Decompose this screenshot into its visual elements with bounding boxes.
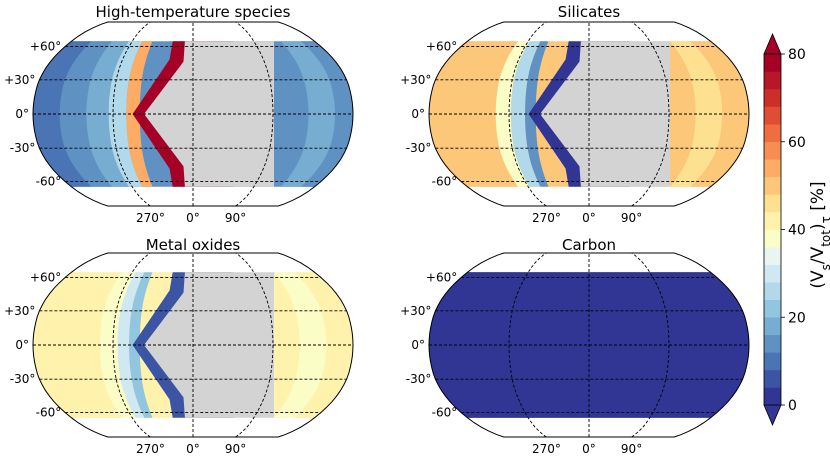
map-band [129, 272, 153, 418]
lat-tick-label: +60° [426, 39, 457, 53]
lon-tick-label: 90° [225, 211, 246, 225]
colorbar-tick-label: 0 [788, 398, 797, 414]
colorbar-segment [764, 317, 781, 336]
lon-tick-label: 90° [621, 442, 642, 456]
meridian [235, 22, 274, 206]
lat-tick-label: -30° [10, 372, 36, 386]
colorbar-tick-label: 40 [788, 223, 806, 239]
lat-tick-label: +60° [30, 270, 61, 284]
lat-tick-label: +60° [426, 270, 457, 284]
colorbar-extend-max [763, 32, 782, 55]
map-outline [428, 252, 750, 438]
nightside-edge [132, 272, 241, 418]
map-band [33, 41, 92, 187]
lat-tick-label: 0° [15, 107, 29, 121]
map-band [429, 41, 519, 187]
colorbar-segment [764, 106, 781, 125]
map-band [33, 272, 123, 418]
colorbar-segment [764, 229, 781, 248]
map-band [525, 41, 549, 187]
lat-tick-label: +30° [4, 304, 35, 318]
panel-title: Silicates [558, 3, 621, 21]
lat-tick-label: 0° [411, 338, 425, 352]
colorbar: 0 20 40 60 80 (Vs/Vtot)τ [%] [763, 32, 830, 427]
colorbar-segment [764, 211, 781, 230]
map-band [117, 272, 145, 418]
colorbar-segment [764, 247, 781, 265]
nightside-edge [528, 41, 637, 187]
meridian [508, 253, 547, 437]
map-panel: High-temperature species +60° +30° 0° -30° -6… [4, 3, 354, 225]
map-outline [32, 252, 354, 438]
meridian [631, 22, 670, 206]
panel-title: High-temperature species [96, 3, 291, 21]
lon-tick-label: 0° [186, 442, 200, 456]
colorbar-label: (Vs/Vtot)τ [%] [808, 181, 830, 288]
lon-tick-label: 0° [186, 211, 200, 225]
map-outline [428, 21, 750, 207]
meridian [112, 22, 151, 206]
colorbar-segment [764, 352, 781, 371]
map-outline [32, 21, 354, 207]
meridian [631, 253, 670, 437]
lon-tick-label: 0° [582, 211, 596, 225]
lat-tick-label: +30° [400, 73, 431, 87]
map-panel: Silicates +60° +30° 0° -30° -60° 270° 0° 90° [400, 3, 750, 225]
colorbar-segment [764, 54, 781, 72]
lat-tick-label: -60° [36, 406, 62, 420]
lon-tick-label: 270° [532, 211, 561, 225]
panel-title: Carbon [562, 236, 616, 254]
meridian [235, 253, 274, 437]
colorbar-segment [764, 369, 781, 388]
lat-tick-label: +30° [4, 73, 35, 87]
colorbar-segment [764, 299, 781, 318]
map-band [294, 272, 353, 418]
colorbar-tick-label: 20 [788, 310, 806, 326]
colorbar-segment [764, 159, 781, 178]
lon-tick-label: 90° [621, 211, 642, 225]
map-band [495, 41, 530, 187]
lat-tick-label: -60° [432, 406, 458, 420]
lat-tick-label: +30° [400, 304, 431, 318]
colorbar-segment [764, 89, 781, 107]
colorbar-segment [764, 282, 781, 300]
map-panel: Metal oxides +60° +30° 0° -30° -60° 270° 0° 90° [4, 236, 354, 456]
lat-tick-label: 0° [15, 338, 29, 352]
lat-tick-label: -30° [406, 372, 432, 386]
lat-tick-label: -30° [406, 141, 432, 155]
colorbar-tick-label: 60 [788, 135, 806, 151]
map-band [301, 41, 353, 187]
lat-tick-label: -60° [36, 175, 62, 189]
colorbar-segment [764, 387, 781, 406]
meridian [508, 22, 547, 206]
lon-tick-label: 270° [532, 442, 561, 456]
map-band [99, 272, 136, 418]
map-band [510, 41, 541, 187]
colorbar-segment [764, 334, 781, 353]
colorbar-segment [764, 71, 781, 90]
colorbar-segment [764, 176, 781, 195]
nightside-edge [132, 41, 241, 187]
map-band [690, 41, 749, 187]
map-band [86, 41, 129, 187]
lat-tick-label: 0° [411, 107, 425, 121]
panel-title: Metal oxides [146, 236, 241, 254]
map-panel: Carbon +60° +30° 0° -30° -60° 270° 0° 90° [400, 236, 750, 456]
lat-tick-label: +60° [30, 39, 61, 53]
meridian [112, 253, 151, 437]
colorbar-segment [764, 124, 781, 143]
colorbar-tick-label: 80 [788, 47, 806, 63]
map-band [280, 41, 336, 187]
lat-tick-label: -30° [10, 141, 36, 155]
lon-tick-label: 270° [136, 211, 165, 225]
colorbar-extend-min [763, 404, 782, 427]
colorbar-segment [764, 264, 781, 283]
colorbar-segment [764, 194, 781, 213]
lon-tick-label: 0° [582, 442, 596, 456]
colorbar-segment [764, 141, 781, 160]
lat-tick-label: -60° [432, 175, 458, 189]
lon-tick-label: 90° [225, 442, 246, 456]
lon-tick-label: 270° [136, 442, 165, 456]
